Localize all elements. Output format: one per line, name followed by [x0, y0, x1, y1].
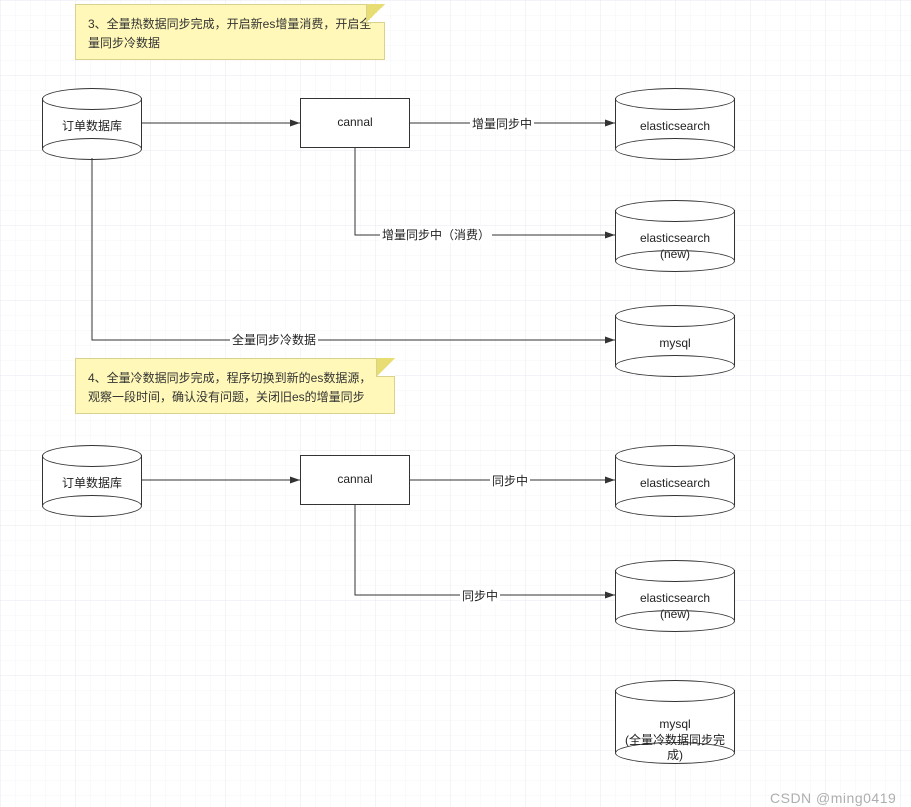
edge-label: 增量同步中（消费） — [380, 226, 492, 243]
sticky-note-step3: 3、全量热数据同步完成，开启新es增量消费，开启全量同步冷数据 — [75, 4, 385, 60]
cylinder-label: elasticsearch — [615, 119, 735, 135]
watermark-content: CSDN @ming0419 — [770, 790, 896, 806]
edge-label: 同步中 — [490, 472, 530, 489]
edge-label: 增量同步中 — [470, 115, 534, 132]
cylinder-label: elasticsearch(new) — [615, 231, 735, 262]
cylinder-label: elasticsearch — [615, 476, 735, 492]
edge-label: 全量同步冷数据 — [230, 331, 318, 348]
database-order-1: 订单数据库 — [42, 88, 142, 158]
sticky-note-step4: 4、全量冷数据同步完成，程序切换到新的es数据源，观察一段时间，确认没有问题，关… — [75, 358, 395, 414]
database-elasticsearch-1: elasticsearch — [615, 88, 735, 158]
database-elasticsearch-new-1: elasticsearch(new) — [615, 200, 735, 270]
edge-label: 同步中 — [460, 587, 500, 604]
cylinder-label: 订单数据库 — [42, 476, 142, 492]
database-mysql-1: mysql — [615, 305, 735, 375]
watermark-text: CSDN @ming0419 — [770, 790, 896, 806]
database-order-2: 订单数据库 — [42, 445, 142, 515]
process-cannal-2: cannal — [300, 455, 410, 505]
cylinder-label: elasticsearch(new) — [615, 591, 735, 622]
cylinder-label: mysql — [615, 336, 735, 352]
diagram-canvas: 3、全量热数据同步完成，开启新es增量消费，开启全量同步冷数据 4、全量冷数据同… — [0, 0, 911, 807]
box-label: cannal — [337, 115, 372, 131]
database-elasticsearch-new-2: elasticsearch(new) — [615, 560, 735, 630]
box-label: cannal — [337, 472, 372, 488]
note-text: 4、全量冷数据同步完成，程序切换到新的es数据源，观察一段时间，确认没有问题，关… — [88, 371, 371, 404]
note-text: 3、全量热数据同步完成，开启新es增量消费，开启全量同步冷数据 — [88, 17, 371, 50]
database-mysql-2: mysql(全量冷数据同步完成) — [615, 680, 735, 762]
cylinder-label: mysql(全量冷数据同步完成) — [615, 717, 735, 764]
process-cannal-1: cannal — [300, 98, 410, 148]
cylinder-label: 订单数据库 — [42, 119, 142, 135]
database-elasticsearch-2: elasticsearch — [615, 445, 735, 515]
